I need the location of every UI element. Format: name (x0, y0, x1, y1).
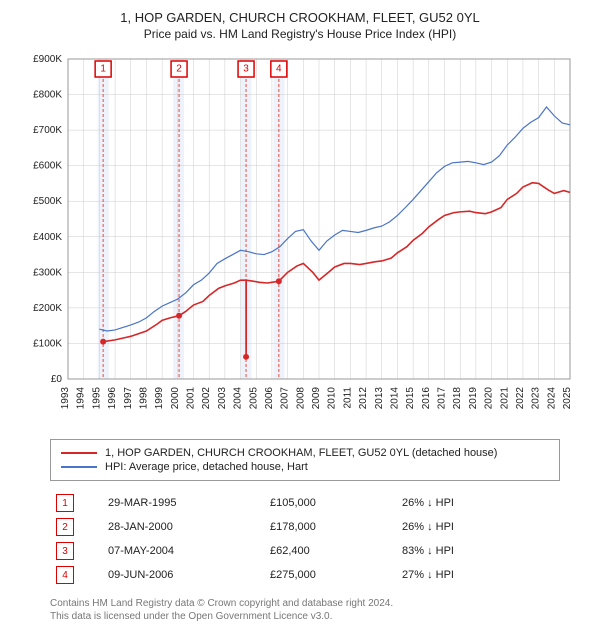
svg-text:1994: 1994 (76, 387, 87, 410)
marker-box: 3 (56, 542, 74, 560)
footer: Contains HM Land Registry data © Crown c… (50, 597, 560, 623)
svg-text:2003: 2003 (217, 387, 228, 410)
legend-label: 1, HOP GARDEN, CHURCH CROOKHAM, FLEET, G… (105, 447, 497, 459)
svg-text:2021: 2021 (499, 387, 510, 410)
tx-delta: 27% ↓ HPI (396, 563, 550, 587)
svg-text:2004: 2004 (233, 387, 244, 410)
svg-text:2011: 2011 (342, 387, 353, 409)
legend-item: 1, HOP GARDEN, CHURCH CROOKHAM, FLEET, G… (61, 446, 549, 460)
svg-text:£600K: £600K (33, 161, 62, 172)
svg-text:2013: 2013 (374, 387, 385, 410)
tx-date: 28-JAN-2000 (102, 515, 264, 539)
svg-text:£0: £0 (51, 374, 63, 385)
svg-text:2017: 2017 (437, 387, 448, 410)
svg-text:2007: 2007 (280, 387, 291, 410)
svg-text:2024: 2024 (546, 387, 557, 410)
marker-box: 1 (56, 494, 74, 512)
svg-text:1: 1 (100, 64, 106, 75)
svg-text:2025: 2025 (562, 387, 573, 410)
svg-text:1999: 1999 (154, 387, 165, 410)
svg-text:2010: 2010 (327, 387, 338, 410)
svg-text:3: 3 (243, 64, 249, 75)
tx-price: £105,000 (264, 491, 396, 515)
tx-date: 09-JUN-2006 (102, 563, 264, 587)
svg-text:2015: 2015 (405, 387, 416, 410)
svg-text:2020: 2020 (484, 387, 495, 410)
svg-text:£700K: £700K (33, 125, 62, 136)
tx-price: £178,000 (264, 515, 396, 539)
tx-delta: 26% ↓ HPI (396, 491, 550, 515)
svg-text:2000: 2000 (170, 387, 181, 410)
svg-text:2009: 2009 (311, 387, 322, 410)
marker-box: 2 (56, 518, 74, 536)
svg-text:£200K: £200K (33, 303, 62, 314)
tx-date: 07-MAY-2004 (102, 539, 264, 563)
tx-delta: 26% ↓ HPI (396, 515, 550, 539)
svg-text:1998: 1998 (138, 387, 149, 410)
table-row: 4 09-JUN-2006£275,00027% ↓ HPI (50, 563, 550, 587)
svg-text:2008: 2008 (295, 387, 306, 410)
table-row: 2 28-JAN-2000£178,00026% ↓ HPI (50, 515, 550, 539)
svg-text:2005: 2005 (248, 387, 259, 410)
svg-text:£100K: £100K (33, 338, 62, 349)
tx-delta: 83% ↓ HPI (396, 539, 550, 563)
svg-text:1996: 1996 (107, 387, 118, 410)
table-row: 3 07-MAY-2004£62,40083% ↓ HPI (50, 539, 550, 563)
tx-price: £275,000 (264, 563, 396, 587)
legend: 1, HOP GARDEN, CHURCH CROOKHAM, FLEET, G… (50, 439, 560, 481)
svg-text:1993: 1993 (60, 387, 71, 410)
title-line-1: 1, HOP GARDEN, CHURCH CROOKHAM, FLEET, G… (10, 10, 590, 25)
svg-text:£300K: £300K (33, 267, 62, 278)
transactions-table: 1 29-MAR-1995£105,00026% ↓ HPI 2 28-JAN-200… (50, 491, 550, 587)
title-line-2: Price paid vs. HM Land Registry's House … (10, 27, 590, 41)
legend-swatch (61, 452, 97, 454)
svg-text:2022: 2022 (515, 387, 526, 410)
svg-text:2: 2 (176, 64, 182, 75)
svg-text:2018: 2018 (452, 387, 463, 410)
svg-text:1995: 1995 (91, 387, 102, 410)
svg-text:2001: 2001 (186, 387, 197, 410)
price-chart: £0 £100K £200K £300K £400K £500K £600K £700K £80… (20, 49, 580, 429)
svg-text:£800K: £800K (33, 90, 62, 101)
legend-label: HPI: Average price, detached house, Hart (105, 461, 308, 473)
svg-text:2012: 2012 (358, 387, 369, 410)
svg-text:£400K: £400K (33, 232, 62, 243)
svg-text:4: 4 (276, 64, 282, 75)
tx-date: 29-MAR-1995 (102, 491, 264, 515)
svg-text:2002: 2002 (201, 387, 212, 410)
marker-box: 4 (56, 566, 74, 584)
svg-text:2016: 2016 (421, 387, 432, 410)
svg-text:2019: 2019 (468, 387, 479, 410)
svg-text:2006: 2006 (264, 387, 275, 410)
svg-text:1997: 1997 (123, 387, 134, 410)
footer-line-2: This data is licensed under the Open Gov… (50, 610, 560, 623)
legend-item: HPI: Average price, detached house, Hart (61, 460, 549, 474)
svg-text:2014: 2014 (389, 387, 400, 410)
footer-line-1: Contains HM Land Registry data © Crown c… (50, 597, 560, 610)
svg-text:2023: 2023 (531, 387, 542, 410)
legend-swatch (61, 466, 97, 468)
svg-text:£500K: £500K (33, 196, 62, 207)
tx-price: £62,400 (264, 539, 396, 563)
table-row: 1 29-MAR-1995£105,00026% ↓ HPI (50, 491, 550, 515)
svg-text:£900K: £900K (33, 54, 62, 65)
